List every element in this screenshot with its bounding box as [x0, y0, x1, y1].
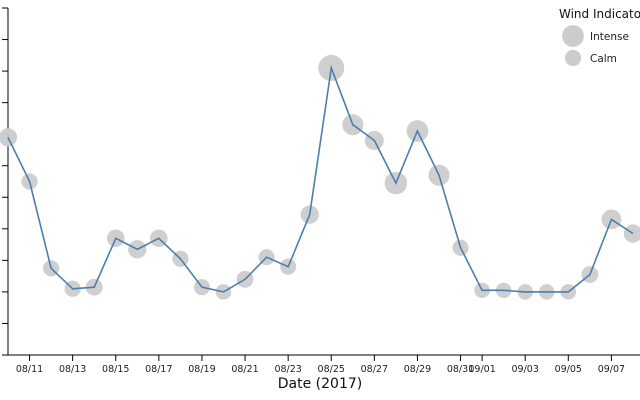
x-tick-label: 08/31 [447, 364, 474, 375]
axes: 08/11 08/13 08/15 08/17 08/19 08/21 08/23 08/25… [2, 7, 640, 375]
x-tick-label: 08/29 [404, 364, 431, 375]
legend-bubble [562, 25, 584, 47]
x-tick-label: 08/27 [361, 364, 388, 375]
x-tick-label: 09/03 [512, 364, 539, 375]
x-tick-label: 08/13 [59, 364, 86, 375]
x-tick-label: 08/23 [274, 364, 301, 375]
legend: Wind Indicator Intense Calm [559, 7, 640, 67]
legend-title: Wind Indicator [559, 7, 640, 21]
x-tick-label: 08/11 [16, 364, 43, 375]
legend-bubble [564, 49, 582, 67]
x-tick-label: 09/05 [555, 364, 582, 375]
x-tick-label: 08/19 [188, 364, 215, 375]
x-tick-label: 08/21 [231, 364, 258, 375]
x-tick-label: 09/01 [468, 364, 495, 375]
x-tick-label: 09/07 [598, 364, 625, 375]
x-tick-label: 08/17 [145, 364, 172, 375]
legend-label: Calm [590, 53, 617, 65]
x-tick-label: 08/25 [318, 364, 345, 375]
x-axis-title: Date (2017) [278, 376, 362, 392]
legend-label: Intense [590, 31, 629, 43]
x-tick-label: 08/15 [102, 364, 129, 375]
wind-bubbles [0, 54, 640, 300]
series-line [7, 64, 634, 293]
